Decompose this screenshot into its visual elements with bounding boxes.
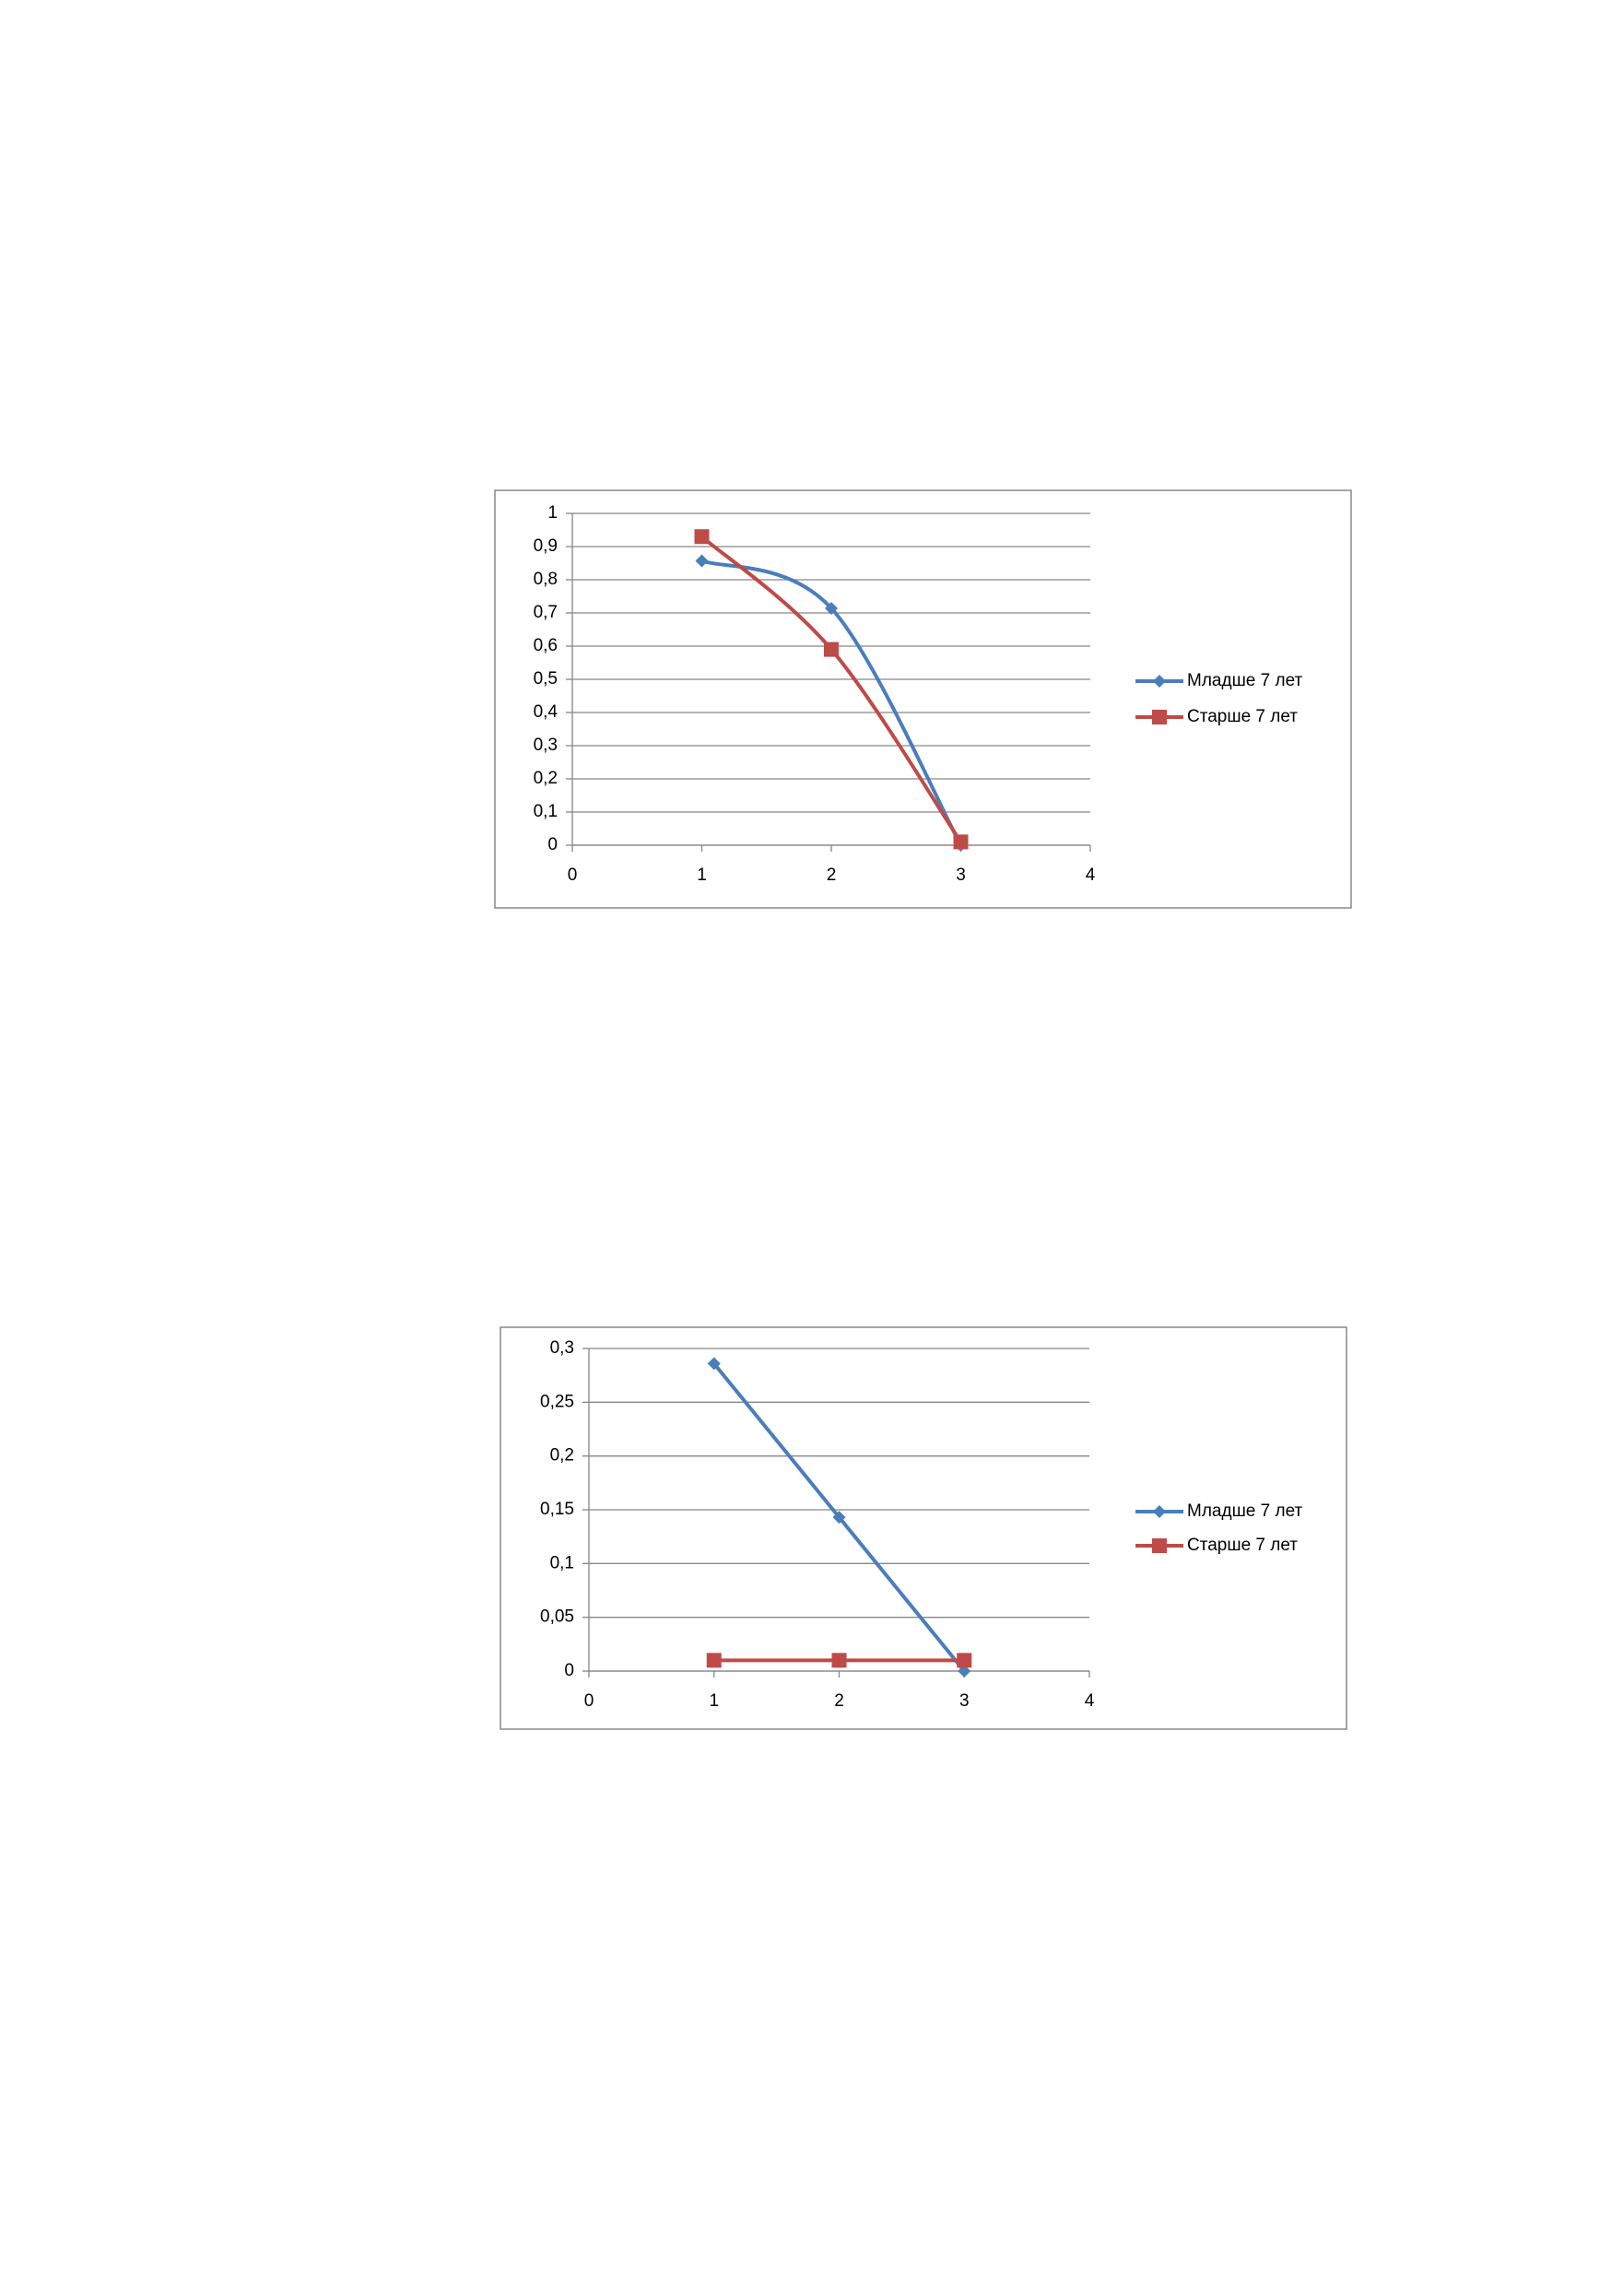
marker: [1152, 1538, 1167, 1553]
legend-label: Старше 7 лет: [1187, 707, 1298, 726]
marker: [824, 642, 839, 657]
marker: [958, 1665, 971, 1678]
y-tick-label: 1: [547, 503, 558, 523]
legend-label: Младше 7 лет: [1187, 1501, 1303, 1521]
chart-frame: [500, 1326, 1347, 1730]
y-tick-label: 0,7: [534, 603, 558, 622]
y-tick-label: 0,5: [534, 669, 558, 689]
y-tick-label: 0: [564, 1661, 574, 1680]
marker: [957, 1653, 972, 1668]
y-tick-label: 0,2: [534, 769, 558, 788]
y-tick-label: 0,3: [550, 1338, 574, 1358]
x-tick-label: 1: [709, 1691, 719, 1711]
y-tick-label: 0,1: [534, 802, 558, 821]
x-tick-label: 0: [568, 865, 578, 885]
marker: [832, 1511, 846, 1525]
y-tick-label: 0,05: [540, 1607, 574, 1627]
marker: [694, 529, 710, 545]
y-tick-label: 0,3: [534, 736, 558, 755]
y-tick-label: 0,8: [534, 570, 558, 589]
x-tick-label: 4: [1086, 865, 1096, 885]
x-tick-label: 0: [584, 1691, 594, 1711]
y-tick-label: 0,2: [550, 1446, 574, 1466]
chart-frame: [494, 489, 1352, 909]
x-tick-label: 1: [697, 865, 707, 885]
marker: [825, 601, 838, 615]
legend-label: Старше 7 лет: [1187, 1536, 1298, 1555]
y-tick-label: 0,1: [550, 1553, 574, 1572]
x-tick-label: 3: [956, 865, 966, 885]
marker: [1153, 1505, 1166, 1518]
y-tick-label: 0,15: [540, 1500, 574, 1519]
y-tick-label: 0,4: [534, 702, 559, 722]
y-tick-label: 0,25: [540, 1392, 574, 1411]
marker: [831, 1653, 847, 1668]
marker: [1153, 675, 1166, 688]
marker: [707, 1357, 721, 1371]
marker: [706, 1653, 722, 1668]
y-tick-label: 0,6: [534, 636, 558, 655]
legend-label: Младше 7 лет: [1187, 671, 1303, 690]
marker: [953, 834, 969, 850]
y-tick-label: 0: [547, 835, 558, 854]
y-tick-label: 0,9: [534, 536, 558, 556]
x-tick-label: 2: [834, 1691, 844, 1711]
marker: [695, 554, 709, 568]
x-tick-label: 3: [959, 1691, 970, 1711]
x-tick-label: 4: [1085, 1691, 1095, 1711]
marker: [1152, 710, 1167, 724]
x-tick-label: 2: [827, 865, 837, 885]
